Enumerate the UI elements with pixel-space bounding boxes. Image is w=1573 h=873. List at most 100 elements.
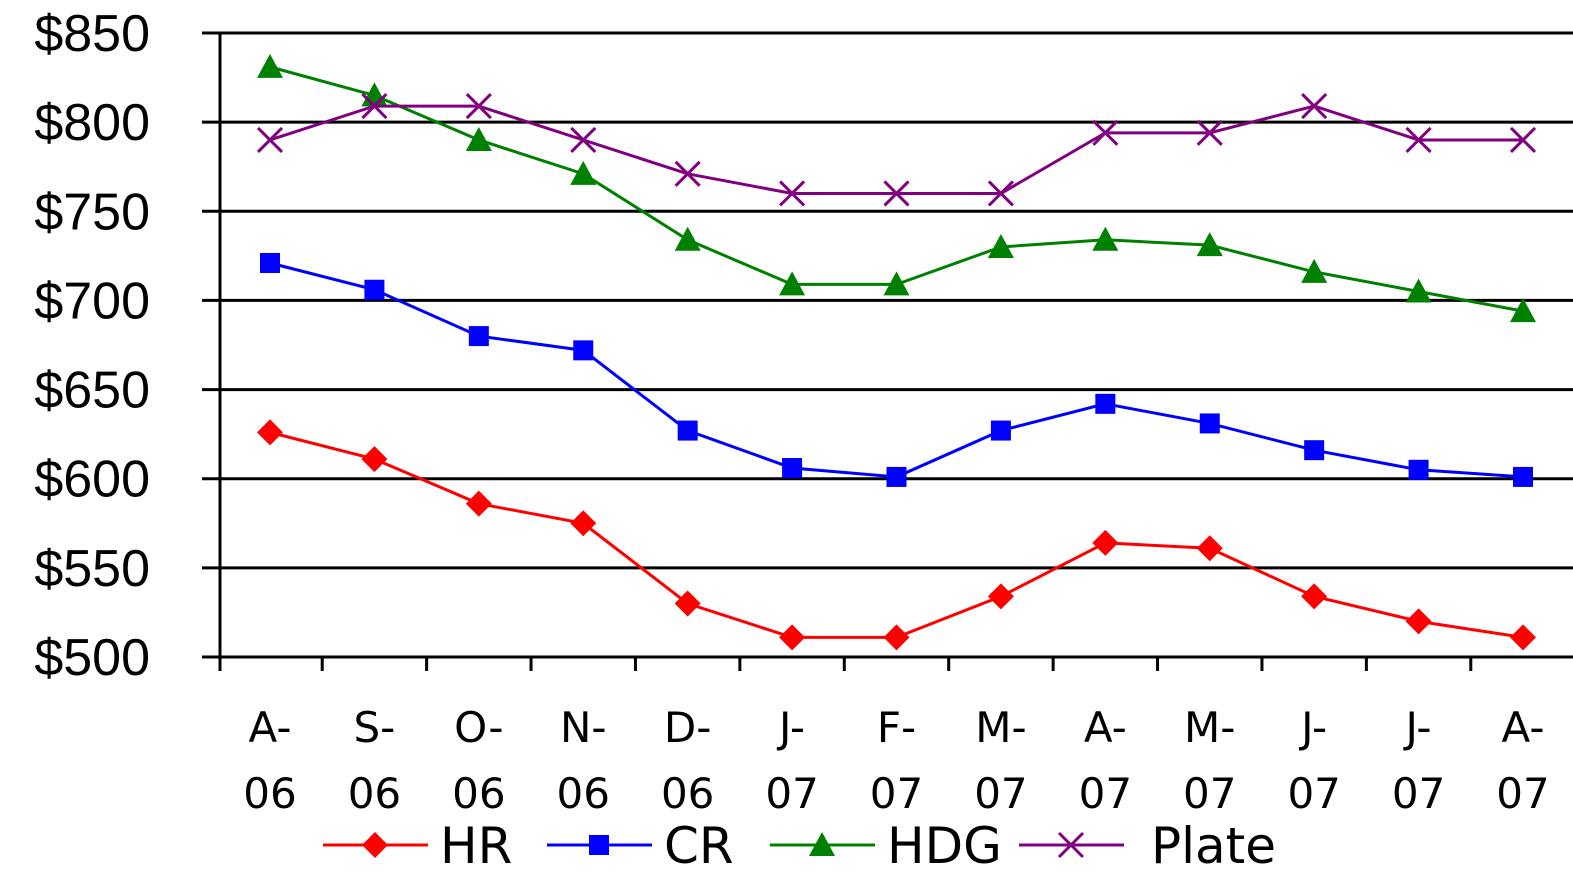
data-point-hdg — [1301, 258, 1328, 283]
data-point-cr — [1408, 459, 1429, 480]
y-tick-label: $750 — [34, 183, 150, 241]
legend-label-hr: HR — [440, 817, 512, 873]
data-point-hr — [883, 624, 910, 651]
x-tick-label: A- — [249, 703, 292, 752]
y-tick-label: $700 — [34, 272, 150, 330]
data-point-cr — [260, 252, 280, 273]
x-tick-label: M- — [975, 703, 1026, 752]
series-line-plate — [269, 104, 1523, 195]
data-point-plate — [1509, 126, 1537, 154]
legend-label-cr: CR — [664, 817, 734, 873]
data-point-plate — [883, 180, 910, 207]
legend-entry-hdg: HDG — [770, 817, 1002, 873]
data-point-plate — [987, 180, 1014, 207]
x-tick-label: J- — [1403, 703, 1432, 752]
x-tick-label: 07 — [1287, 769, 1340, 818]
series-group — [256, 53, 1537, 651]
data-point-hdg — [1196, 232, 1223, 257]
x-tick-label: F- — [877, 703, 916, 752]
data-point-hr — [257, 419, 283, 446]
data-point-plate — [570, 126, 597, 154]
legend-entry-plate: Plate — [1019, 817, 1276, 873]
data-point-cr — [1513, 466, 1533, 487]
x-tick-label: D- — [664, 703, 712, 752]
x-tick-label: 07 — [974, 769, 1027, 818]
legend-label-hdg: HDG — [887, 817, 1002, 873]
data-point-cr — [1095, 393, 1116, 414]
x-tick-label: 07 — [1496, 769, 1549, 818]
data-point-hr — [1092, 529, 1119, 556]
x-axis-ticks: A- 06 S- 06 O- 06 N- 06 D- 06 J- 07 F- 07 M- 07 A- 07 M- 07… — [243, 657, 1550, 818]
data-point-hdg — [257, 53, 283, 78]
legend-entry-hr: HR — [323, 817, 512, 873]
data-point-hr — [779, 624, 806, 651]
x-tick-label: M- — [1184, 703, 1235, 752]
data-point-plate — [1196, 119, 1223, 146]
x-tick-label: O- — [454, 703, 503, 752]
data-point-hdg — [570, 160, 597, 185]
legend: HR CR HDG Plate — [323, 817, 1276, 873]
x-tick-label: A- — [1502, 703, 1545, 752]
axes — [218, 33, 1573, 671]
data-point-cr — [990, 420, 1011, 441]
legend-entry-cr: CR — [547, 817, 734, 873]
x-tick-label: 06 — [661, 769, 714, 818]
x-tick-label: 07 — [1079, 769, 1132, 818]
x-tick-label: S- — [354, 703, 396, 752]
data-point-cr — [677, 420, 698, 441]
data-point-plate — [674, 160, 701, 187]
data-point-plate — [465, 93, 492, 120]
x-tick-label: 07 — [870, 769, 923, 818]
x-tick-label: J- — [1298, 703, 1327, 752]
x-tick-label: 06 — [348, 769, 401, 818]
data-point-hr — [674, 590, 701, 617]
y-tick-label: $600 — [34, 451, 150, 509]
series-line-hr — [269, 430, 1524, 639]
data-point-hr — [361, 446, 388, 473]
data-point-cr — [886, 466, 907, 487]
y-axis-ticks: $850 $800 $750 $700 $650 $600 $550 $500 — [34, 5, 220, 687]
series-plate — [256, 93, 1537, 207]
series-cr — [260, 252, 1533, 487]
y-tick-label: $800 — [34, 94, 150, 152]
data-point-hdg — [674, 226, 701, 251]
data-point-hr — [987, 583, 1014, 610]
data-point-hr — [570, 510, 597, 537]
legend-label-plate: Plate — [1151, 817, 1276, 873]
data-point-hdg — [987, 233, 1014, 258]
x-tick-label: 07 — [1183, 769, 1236, 818]
series-hdg — [257, 53, 1536, 323]
data-point-hr — [465, 490, 492, 517]
data-point-cr — [782, 458, 803, 479]
series-hr — [257, 419, 1536, 651]
gridlines — [220, 31, 1573, 570]
legend-marker-hdg — [809, 832, 835, 856]
data-point-hr — [1405, 608, 1432, 635]
x-tick-label: A- — [1084, 703, 1127, 752]
legend-marker-plate — [1057, 831, 1085, 859]
x-tick-label: 07 — [1392, 769, 1445, 818]
y-tick-label: $550 — [34, 540, 150, 598]
legend-marker-cr — [589, 835, 609, 855]
data-point-plate — [1092, 119, 1119, 146]
data-point-hdg — [883, 271, 910, 296]
data-point-cr — [1199, 413, 1220, 434]
data-point-hdg — [1092, 226, 1119, 251]
data-point-hr — [1196, 535, 1223, 562]
x-tick-label: 06 — [557, 769, 610, 818]
data-point-hdg — [779, 271, 806, 296]
data-point-cr — [1304, 440, 1325, 461]
data-point-plate — [361, 93, 388, 120]
data-point-hr — [1301, 583, 1328, 610]
legend-marker-hr — [362, 832, 388, 858]
data-point-hr — [1510, 624, 1536, 651]
data-point-cr — [573, 340, 594, 361]
data-point-plate — [779, 180, 806, 207]
data-point-plate — [1405, 126, 1432, 154]
x-tick-label: N- — [560, 703, 607, 752]
x-tick-label: J- — [776, 703, 805, 752]
data-point-hdg — [465, 126, 492, 151]
data-point-plate — [1301, 93, 1328, 120]
x-tick-label: 06 — [243, 769, 296, 818]
